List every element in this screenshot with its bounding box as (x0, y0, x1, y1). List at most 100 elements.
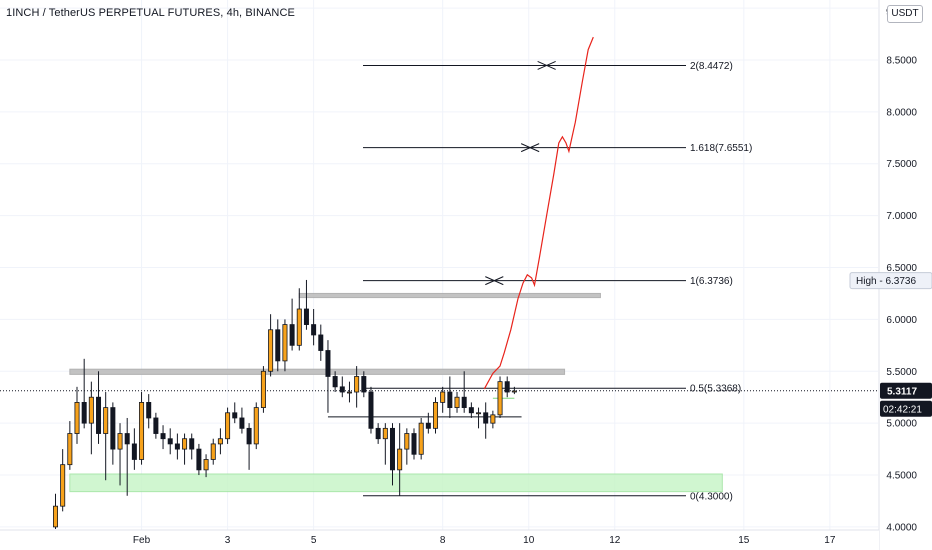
candle-bullish (139, 402, 145, 460)
candle-bearish (189, 438, 195, 450)
countdown-label: 02:42:21 (883, 404, 922, 415)
candle-bearish (146, 402, 152, 419)
fib-level-label: 0(4.3000) (690, 491, 733, 502)
price-tick-label: 4.0000 (886, 522, 917, 533)
price-tick-label: 6.0000 (886, 315, 917, 326)
candle-bullish (404, 433, 410, 450)
resistance-zone (298, 292, 601, 299)
price-tick-label: 7.5000 (886, 159, 917, 170)
candle-bearish (246, 427, 252, 445)
candle-bearish (425, 422, 431, 429)
price-tick-label: 8.0000 (886, 107, 917, 118)
countdown-tag (880, 400, 932, 417)
time-tick-label: 12 (609, 535, 621, 546)
candle-bullish (497, 381, 503, 416)
price-tick-label: 8.5000 (886, 55, 917, 66)
fib-level-label: 0.5(5.3368) (690, 384, 741, 395)
candle-bullish (382, 427, 388, 440)
fib-level-label: 1.618(7.6551) (690, 143, 752, 154)
candle-bullish (440, 391, 446, 403)
candle-bullish (346, 391, 352, 394)
candle-bearish (153, 417, 159, 434)
candle-bullish (476, 412, 482, 415)
candle-bullish (210, 443, 216, 460)
projection-path (483, 36, 594, 390)
candle-bearish (468, 407, 474, 414)
price-tick-label: 7.0000 (886, 211, 917, 222)
target-cross-mark (520, 143, 540, 153)
price-tick-label: 4.5000 (886, 471, 917, 482)
candle-bearish (311, 324, 317, 336)
candle-bullish (88, 396, 94, 424)
time-tick-label: 15 (738, 535, 750, 546)
candle-bullish (203, 459, 209, 471)
candle-bullish (397, 448, 403, 471)
candle-bearish (368, 391, 374, 429)
candle-bullish (433, 402, 439, 429)
candle-bullish (53, 505, 59, 528)
candle-bearish (318, 334, 324, 351)
candle-bullish (260, 370, 266, 408)
time-axis (0, 530, 879, 550)
current-price-label: 5.3117 (887, 386, 917, 397)
candle-bullish (217, 438, 223, 445)
resistance-zone (69, 368, 566, 375)
high-price-tag (849, 272, 932, 290)
target-cross-mark (485, 276, 504, 286)
candle-bearish (131, 443, 137, 460)
candle-bearish (275, 329, 281, 362)
price-tick-label: 5.0000 (886, 419, 917, 430)
candle-bearish (81, 402, 87, 424)
price-tick-label: 5.5000 (886, 367, 917, 378)
high-price-label: High - 6.3736 (856, 276, 916, 287)
candle-bullish (103, 407, 109, 434)
target-cross-mark (537, 60, 556, 70)
candle-bullish (268, 329, 274, 372)
time-tick-label: 8 (440, 535, 446, 546)
candle-bearish (167, 438, 173, 445)
candle-bearish (461, 396, 467, 408)
candle-bearish (174, 443, 180, 450)
candle-bullish (418, 422, 424, 455)
time-tick-label: 5 (311, 535, 317, 546)
candle-bullish (253, 407, 259, 445)
candle-bearish (110, 407, 116, 450)
candle-bearish (325, 350, 331, 377)
candle-bullish (225, 412, 231, 440)
candle-bearish (289, 324, 295, 346)
candle-bearish (232, 412, 238, 419)
candle-bearish (504, 381, 510, 393)
candle-bearish (361, 376, 367, 393)
candle-bullish (296, 308, 302, 346)
time-tick-label: 3 (225, 535, 231, 546)
fib-level-label: 2(8.4472) (690, 61, 733, 72)
time-tick-label: Feb (133, 535, 151, 546)
candle-bearish (239, 417, 245, 429)
candle-bearish (389, 427, 395, 471)
candle-bearish (96, 396, 102, 434)
candle-bearish (196, 448, 202, 471)
chart-title: 1INCH / TetherUS PERPETUAL FUTURES, 4h, … (6, 7, 295, 19)
candle-bullish (67, 433, 73, 466)
candle-bullish (511, 390, 517, 393)
candle-bullish (282, 324, 288, 362)
time-tick-label: 17 (824, 535, 836, 546)
candle-bullish (354, 376, 360, 393)
candle-bearish (411, 433, 417, 455)
candle-bearish (124, 433, 130, 445)
candle-bullish (490, 414, 496, 424)
candle-bearish (339, 386, 345, 393)
current-price-tag (880, 382, 932, 399)
candle-bullish (60, 464, 66, 507)
candle-bearish (332, 376, 338, 388)
candle-bullish (74, 402, 80, 434)
price-tick-label: 6.5000 (886, 263, 917, 274)
support-zone (69, 473, 723, 493)
candle-bearish (160, 433, 166, 440)
currency-button[interactable]: USDT (887, 5, 923, 23)
candle-bearish (447, 391, 453, 408)
time-tick-label: 10 (523, 535, 535, 546)
candle-bearish (303, 308, 309, 325)
